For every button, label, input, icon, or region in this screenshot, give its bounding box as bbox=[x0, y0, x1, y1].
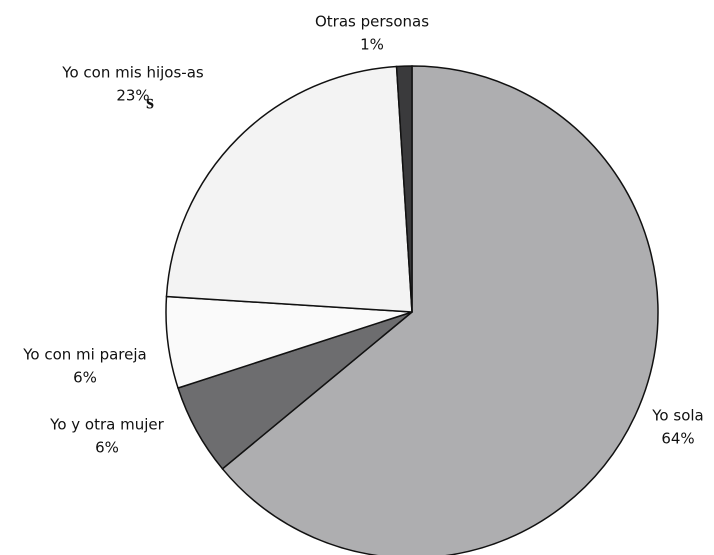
slice-label: Yo con mis hijos-as bbox=[61, 64, 204, 82]
pie-slice bbox=[395, 65, 413, 313]
pie-slice bbox=[165, 65, 413, 313]
slice-value-label: 23% bbox=[116, 87, 149, 105]
slice-value-label: 64% bbox=[661, 430, 694, 448]
slice-value-label: 6% bbox=[73, 369, 97, 387]
slice-label: Yo con mi pareja bbox=[22, 346, 147, 364]
chart-title: s bbox=[146, 92, 154, 114]
slice-value-label: 6% bbox=[95, 439, 119, 457]
pie-slice bbox=[221, 65, 659, 555]
slice-value-label: 1% bbox=[360, 36, 384, 54]
slice-label: Yo y otra mujer bbox=[49, 416, 164, 434]
slice-label: Yo sola bbox=[651, 407, 703, 425]
slice-label: Otras personas bbox=[315, 13, 429, 31]
